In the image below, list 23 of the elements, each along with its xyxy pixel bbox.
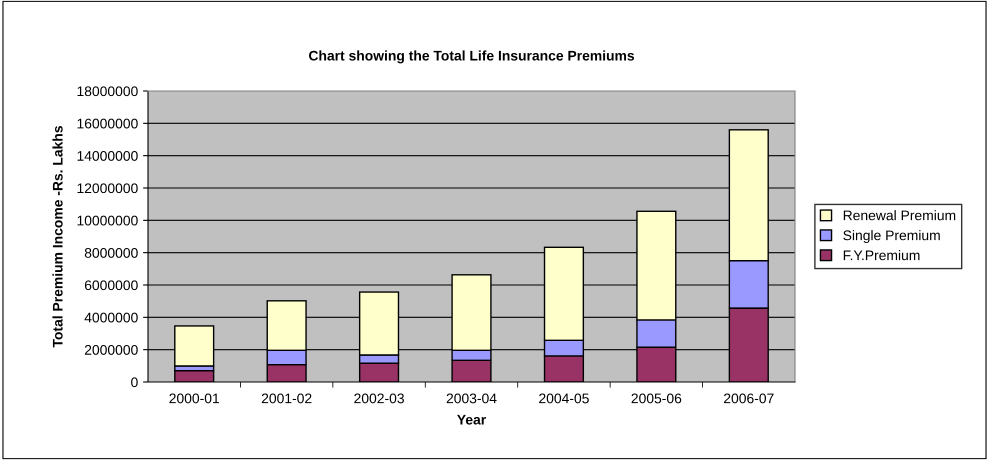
y-tick-label: 2000000	[84, 345, 138, 355]
y-axis-title: Total Premium Income -Rs. Lakhs	[52, 126, 63, 348]
x-tick-label: 2005-06	[632, 393, 682, 404]
y-tick-label: 8000000	[84, 248, 138, 258]
y-tick-label: 18000000	[78, 86, 138, 96]
legend-label: Renewal Premium	[844, 210, 956, 220]
y-tick-label: 10000000	[78, 216, 138, 226]
y-tick-label: 0	[131, 377, 138, 388]
y-tick-label: 16000000	[78, 118, 138, 129]
x-tick-label: 2004-05	[539, 393, 589, 404]
y-tick-label: 14000000	[78, 151, 138, 161]
x-tick-label: 2006-07	[724, 393, 774, 404]
y-tick-label: 6000000	[84, 280, 138, 290]
legend-label: Single Premium	[843, 230, 940, 244]
x-tick-label: 2001-02	[262, 393, 312, 404]
x-axis-title: Year	[457, 414, 486, 425]
x-tick-label: 2000-01	[169, 393, 220, 404]
legend-label: F.Y.Premium	[844, 250, 920, 260]
x-tick-label: 2003-04	[446, 393, 497, 404]
y-tick-label: 4000000	[84, 312, 138, 323]
x-tick-label: 2002-03	[354, 393, 404, 404]
y-tick-label: 12000000	[78, 183, 138, 194]
chart-title: Chart showing the Total Life Insurance Premiums	[308, 50, 634, 64]
